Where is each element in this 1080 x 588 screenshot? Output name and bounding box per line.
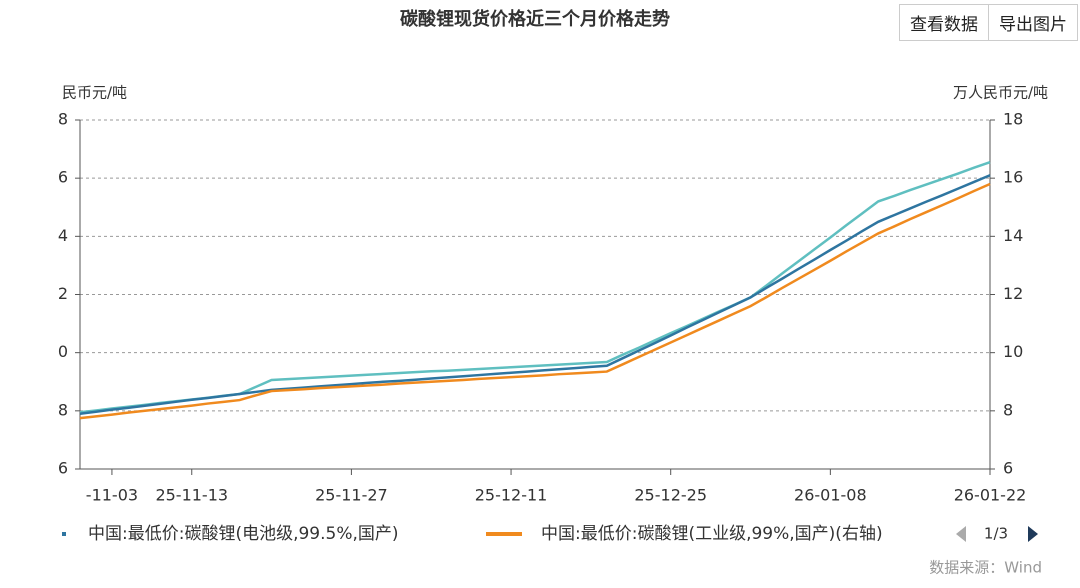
y-tick-label: 4 [58,226,68,245]
y2-tick-label: 12 [1003,284,1023,303]
x-tick-label: 25-11-27 [315,486,388,505]
x-tick-label: -11-03 [86,486,138,505]
y-tick-label: 8 [58,400,68,419]
series-line [79,174,991,415]
next-page[interactable] [1028,526,1038,542]
x-tick-label: 26-01-08 [794,486,867,505]
series-line [79,182,991,420]
chart-title: 碳酸锂现货价格近三个月价格走势 [400,8,670,30]
y-tick-label: 6 [58,168,68,187]
x-tick-label: 25-11-13 [155,486,228,505]
x-tick-label: 25-12-25 [634,486,707,505]
view-data-button[interactable]: 查看数据 [900,5,989,40]
y2-tick-label: 10 [1003,342,1023,361]
source: 数据来源：Wind [929,559,1042,577]
prev-page[interactable] [956,526,966,542]
y2-tick-label: 18 [1003,110,1023,129]
y-tick-label: 6 [58,459,68,478]
y-axis-title: 民币元/吨 [62,84,127,102]
legend-label: 中国:最低价:碳酸锂(工业级,99%,国产)(右轴) [541,524,883,544]
legend-label: 中国:最低价:碳酸锂(电池级,99.5%,国产) [88,524,399,544]
toolbar: 查看数据 导出图片 [899,4,1078,41]
pager: 1/3 [984,525,1008,543]
y2-tick-label: 14 [1003,226,1023,245]
y2-tick-label: 6 [1003,459,1013,478]
export-image-button[interactable]: 导出图片 [999,15,1067,35]
y2-tick-label: 8 [1003,400,1013,419]
y-tick-label: 8 [58,110,68,129]
y-tick-label: 0 [58,342,68,361]
y2-tick-label: 16 [1003,168,1023,187]
x-tick-label: 25-12-11 [475,486,548,505]
y2-axis-title: 万人民币元/吨 [953,84,1048,102]
x-tick-label: 26-01-22 [954,486,1027,505]
legend-swatch [62,532,66,536]
y-tick-label: 2 [58,284,68,303]
